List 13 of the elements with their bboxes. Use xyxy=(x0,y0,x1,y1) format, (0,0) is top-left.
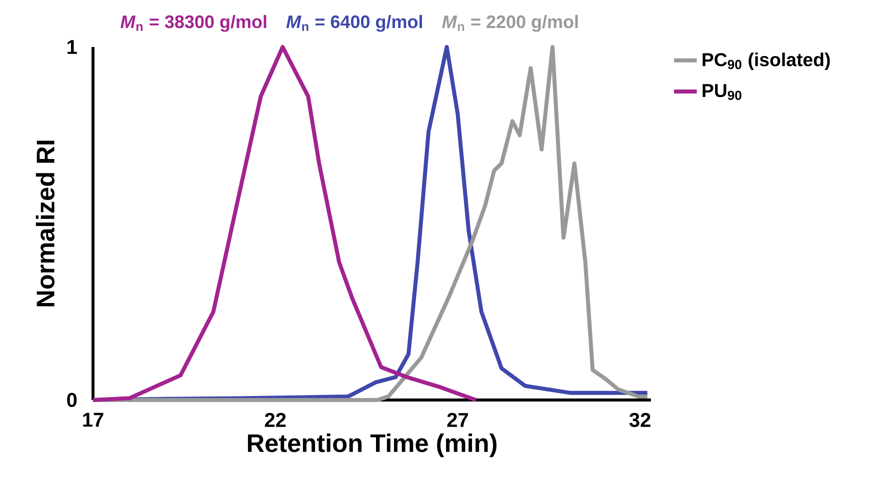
y-tick-label: 1 xyxy=(68,40,77,54)
annotation: M$_{n}$ = 2200 g/mol xyxy=(442,14,578,32)
x-tick-label: 22 xyxy=(264,412,286,427)
annotation: M$_{n}$ = 38300 g/mol xyxy=(120,14,266,32)
x-axis-title: Retention Time (min) xyxy=(248,434,496,458)
legend-label: PC$_{90}$ (isolated) xyxy=(702,52,830,70)
x-tick-label: 27 xyxy=(447,412,468,427)
annotation: M$_{n}$ = 6400 g/mol xyxy=(286,14,422,32)
legend-label: PU$_{90}$ xyxy=(702,84,742,100)
x-tick-label: 32 xyxy=(629,412,650,428)
x-tick-label: 17 xyxy=(83,412,104,427)
y-axis-title: Normalized RI xyxy=(36,140,55,306)
y-tick-label: 0 xyxy=(67,392,77,408)
